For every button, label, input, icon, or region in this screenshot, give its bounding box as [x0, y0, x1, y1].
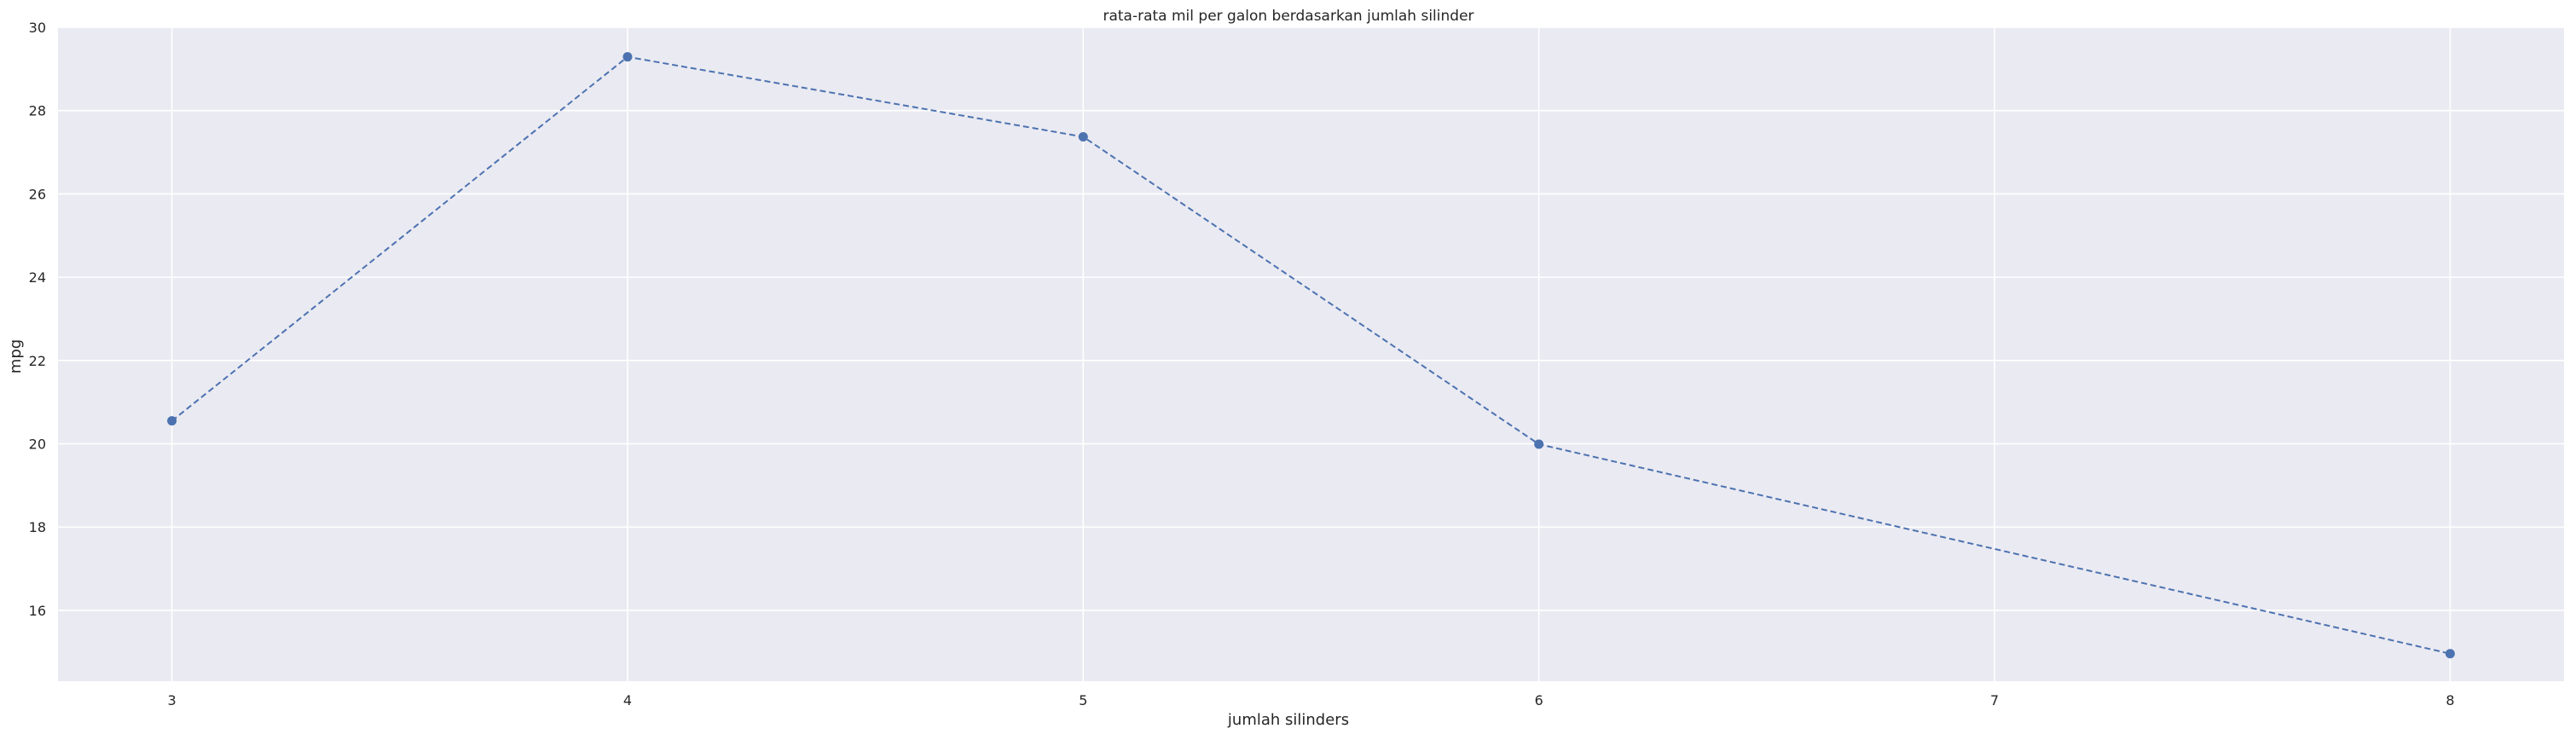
x-tick-label: 3	[167, 692, 176, 708]
y-tick-label: 28	[29, 103, 46, 119]
series-markers	[167, 52, 2455, 659]
plot-area	[58, 27, 2564, 681]
data-point	[1078, 131, 1088, 142]
y-tick-label: 22	[29, 353, 46, 369]
y-tick-label: 24	[29, 269, 46, 286]
x-tick-label: 6	[1535, 692, 1543, 708]
x-tick-label: 8	[2446, 692, 2454, 708]
x-axis-label: jumlah silinders	[1227, 711, 1349, 729]
data-point	[2445, 649, 2455, 659]
y-axis-label: mpg	[7, 339, 25, 373]
data-point	[622, 52, 633, 62]
y-tick-label: 16	[29, 603, 46, 619]
x-tick-label: 4	[623, 692, 632, 708]
x-tick-label: 5	[1079, 692, 1087, 708]
x-tick-label: 7	[1990, 692, 1999, 708]
data-point	[167, 416, 177, 426]
data-point	[1534, 439, 1544, 449]
grid-lines	[58, 26, 2564, 681]
y-tick-label: 26	[29, 186, 46, 202]
x-axis-ticks: 3 4 5 6 7 8	[167, 692, 2454, 708]
y-tick-label: 18	[29, 519, 46, 535]
y-tick-label: 30	[29, 20, 46, 36]
y-axis-ticks: 16 18 20 22 24 26 28 30	[29, 20, 46, 619]
chart-title: rata-rata mil per galon berdasarkan juml…	[1103, 8, 1473, 25]
y-tick-label: 20	[29, 436, 46, 453]
